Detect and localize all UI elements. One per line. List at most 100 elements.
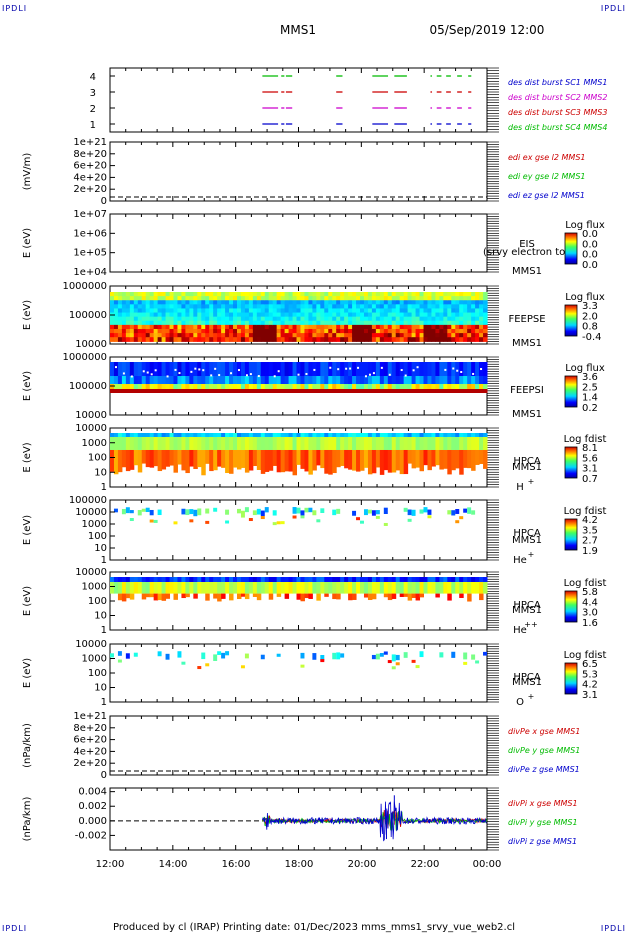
spectrogram-cell	[407, 518, 412, 522]
spectrogram-cell	[165, 433, 171, 437]
spectrogram-cell	[387, 582, 393, 594]
spectrogram-cell	[280, 449, 286, 473]
spectrogram-cell	[201, 300, 206, 305]
spectrogram-cell	[197, 308, 202, 314]
spectrogram-cell	[165, 437, 171, 450]
spectrogram-cell	[284, 389, 290, 393]
spectrogram-cell	[395, 308, 401, 314]
spectrogram-cell	[320, 320, 325, 326]
spectrogram-cell	[181, 433, 186, 437]
spectrogram-cell	[256, 304, 262, 310]
spectrogram-cell	[248, 316, 254, 322]
spectrogram-cell	[121, 582, 127, 594]
spectrogram-cell	[189, 362, 194, 376]
spectrogram-cell	[387, 384, 393, 389]
spectrogram-cell	[483, 296, 488, 301]
spectrogram-cell	[264, 292, 270, 297]
spectrogram-cell	[411, 433, 417, 437]
spectrogram-cell	[201, 582, 206, 594]
spectrogram-cell	[475, 389, 480, 393]
spectrogram-cell	[316, 312, 321, 318]
spectrogram-cell	[213, 384, 218, 389]
spectrogram-cell	[360, 292, 365, 297]
spectrogram-cell	[328, 362, 333, 376]
spectrogram-cell	[256, 316, 262, 322]
spectrogram-cell	[213, 389, 218, 393]
spectrogram-cell	[268, 304, 274, 310]
spectrogram-cell	[217, 384, 222, 389]
spectrogram-cell	[110, 316, 115, 322]
spectrogram-cell	[336, 577, 341, 582]
spectrogram-cell	[419, 433, 425, 437]
spectrogram-cell	[387, 328, 393, 334]
spectrogram-cell	[360, 449, 365, 471]
spectrogram-cell	[181, 328, 186, 334]
spectrogram-cell	[244, 593, 250, 600]
spectrogram-cell	[264, 333, 270, 338]
spectrogram-cell	[447, 337, 452, 342]
spectrogram-cell	[240, 320, 246, 326]
spectrogram-cell	[399, 324, 405, 330]
spectrogram-cell	[483, 437, 488, 450]
spectrogram-cell	[427, 328, 433, 334]
spectrogram-cell	[113, 376, 119, 384]
instrument-label: HPCA	[513, 528, 541, 539]
spectrogram-cell	[260, 577, 266, 582]
spectrogram-cell	[125, 433, 131, 437]
spectrogram-cell	[324, 312, 329, 318]
spectrogram-cell	[225, 509, 230, 515]
spectrogram-cell	[133, 304, 139, 310]
spectrogram-cell	[169, 328, 175, 334]
spectrogram-cell	[443, 333, 448, 338]
spectrogram-cell	[451, 376, 456, 384]
spectrogram-cell	[225, 520, 230, 524]
spectrogram-cell	[121, 449, 127, 468]
spectrogram-cell	[423, 312, 429, 318]
spectrogram-cell	[217, 433, 222, 437]
spectrogram-cell	[324, 384, 329, 389]
spectrogram-cell	[479, 328, 484, 334]
spectrogram-cell	[312, 312, 317, 318]
spectrogram-cell	[371, 328, 377, 334]
spectrogram-cell	[117, 308, 123, 314]
spectrogram-cell	[201, 328, 206, 334]
spectrogram-cell	[475, 328, 480, 334]
spectrogram-cell	[356, 437, 361, 450]
spectrogram-cell	[121, 337, 127, 342]
spectrogram-cell	[356, 517, 361, 521]
spectrogram-cell	[304, 437, 309, 450]
spectrogram-cell	[383, 437, 389, 450]
spectrogram-cell	[244, 333, 250, 338]
spectrogram-cell	[240, 389, 246, 393]
spectrogram-cell	[332, 320, 337, 326]
spectrogram-cell	[221, 292, 226, 297]
colorbar-tick-label: 5.6	[582, 453, 598, 464]
spectrogram-cell	[133, 384, 139, 389]
spectrogram-cell	[479, 300, 484, 305]
spectrogram-cell	[479, 308, 484, 314]
spectrogram-gap	[297, 373, 300, 376]
spectrogram-cell	[288, 316, 294, 322]
spectrogram-cell	[153, 324, 159, 330]
spectrogram-cell	[133, 328, 139, 334]
spectrogram-cell	[197, 449, 202, 468]
spectrogram-cell	[185, 296, 190, 301]
spectrogram-cell	[161, 577, 167, 582]
spectrogram-cell	[173, 328, 179, 334]
y-tick-label: 1e+21	[73, 137, 107, 148]
y-tick-label: 1	[101, 697, 107, 708]
spectrogram-cell	[320, 312, 325, 318]
spectrogram-cell	[129, 376, 135, 384]
spectrogram-cell	[447, 389, 452, 393]
y-tick-label: 2	[90, 104, 96, 115]
spectrogram-cell	[197, 320, 202, 326]
spectrogram-cell	[423, 328, 429, 334]
y-tick-label: 10000	[75, 339, 107, 350]
spectrogram-cell	[403, 304, 409, 310]
spectrogram-cell	[161, 593, 167, 601]
spectrogram-cell	[447, 582, 452, 594]
spectrogram-cell	[284, 308, 290, 314]
spectrogram-cell	[110, 337, 115, 342]
spectrogram-cell	[304, 312, 310, 318]
